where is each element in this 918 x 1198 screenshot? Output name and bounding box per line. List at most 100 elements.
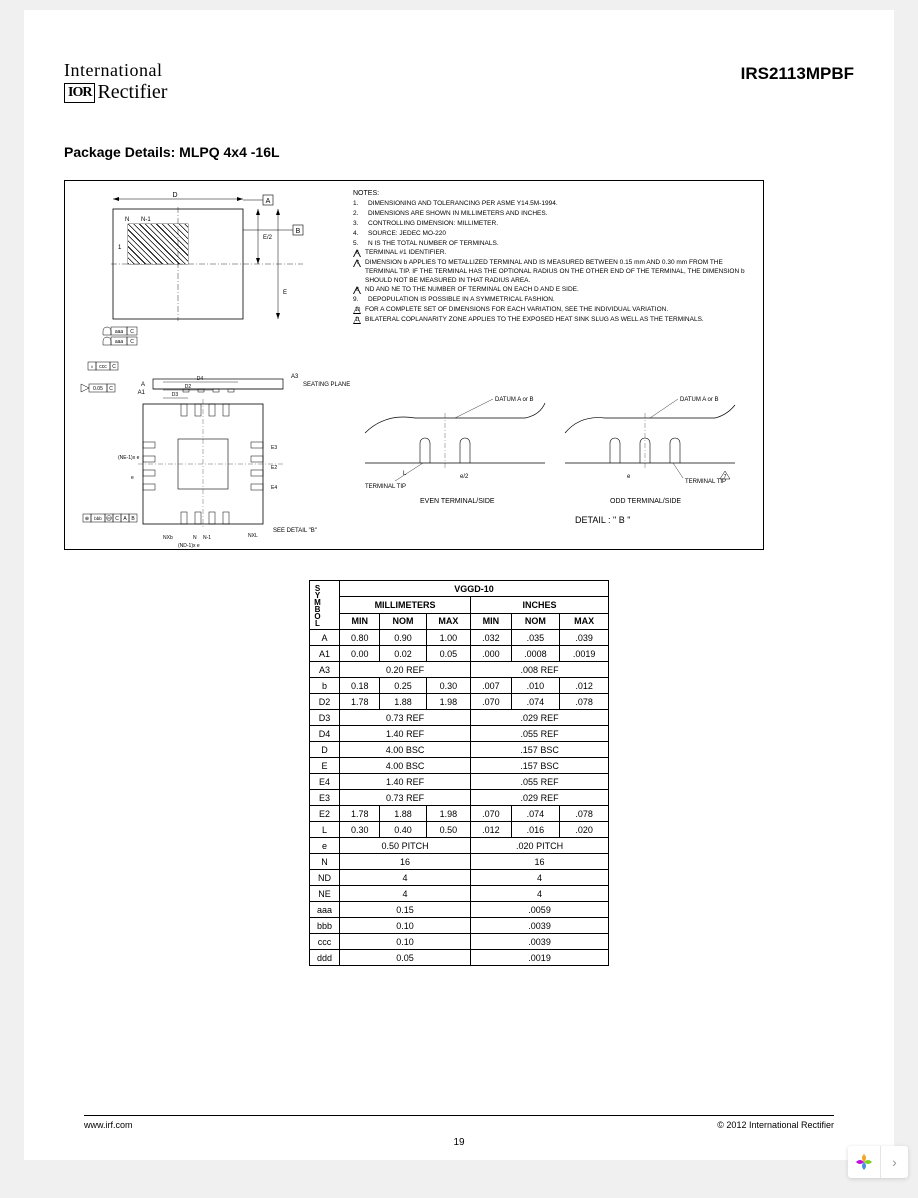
note-item: 8ND AND NE TO THE NUMBER OF TERMINAL ON … (353, 286, 755, 295)
cell-in-span: 4 (471, 886, 609, 902)
cell-mm-span: 4 (340, 886, 471, 902)
cell-symbol: E (310, 758, 340, 774)
cell-symbol: E4 (310, 774, 340, 790)
note-item: 1.DIMENSIONING AND TOLERANCING PER ASME … (353, 200, 755, 209)
cell-symbol: A3 (310, 662, 340, 678)
cell-symbol: ccc (310, 934, 340, 950)
note-item: 6TERMINAL #1 IDENTIFIER. (353, 249, 755, 258)
svg-text:aaa: aaa (115, 329, 124, 335)
note-number: 2. (353, 210, 365, 219)
viewer-logo-icon[interactable] (848, 1146, 880, 1178)
detail-b-svg: DATUM A or B TERMINAL TIP L e/2 EVEN TER… (345, 383, 745, 533)
svg-text:C: C (112, 364, 116, 370)
svg-text:0.05: 0.05 (93, 386, 103, 392)
note-number: 4. (353, 230, 365, 239)
cell-in-span: .029 REF (471, 790, 609, 806)
cell-in-span: .055 REF (471, 726, 609, 742)
cell-mm: 0.50 (426, 822, 471, 838)
cell-mm: 0.80 (340, 630, 380, 646)
col-max-mm: MAX (426, 613, 471, 629)
note-triangle-icon: 10 (353, 306, 362, 314)
svg-text:C: C (130, 339, 134, 345)
svg-text:SEATING PLANE: SEATING PLANE (303, 382, 350, 388)
col-nom-in: NOM (511, 613, 560, 629)
note-text: SOURCE: JEDEC MO-220 (368, 230, 446, 239)
cell-in: .0019 (560, 646, 609, 662)
table-row: E30.73 REF.029 REF (310, 790, 609, 806)
note-number: 5. (353, 240, 365, 249)
col-min-mm: MIN (340, 613, 380, 629)
table-row: E41.40 REF.055 REF (310, 774, 609, 790)
company-logo: International IOR Rectifier (64, 60, 167, 104)
cell-symbol: aaa (310, 902, 340, 918)
next-page-button[interactable]: › (880, 1146, 908, 1178)
cell-in: .012 (560, 678, 609, 694)
svg-text:E/2: E/2 (263, 235, 273, 241)
table-row: D30.73 REF.029 REF (310, 710, 609, 726)
logo-text-top: International (64, 60, 167, 81)
svg-text:7: 7 (724, 474, 727, 480)
cell-mm: 1.88 (380, 694, 426, 710)
table-row: bbb0.10.0039 (310, 918, 609, 934)
cell-in: .078 (560, 806, 609, 822)
symbol-header: SYMBOL (313, 582, 322, 628)
svg-text:TERMINAL TIP: TERMINAL TIP (685, 479, 726, 485)
note-number: 9. (353, 296, 365, 305)
note-text: ND AND NE TO THE NUMBER OF TERMINAL ON E… (365, 286, 579, 295)
note-text: DEPOPULATION IS POSSIBLE IN A SYMMETRICA… (368, 296, 555, 305)
svg-text:A3: A3 (291, 374, 299, 380)
note-text: BILATERAL COPLANARITY ZONE APPLIES TO TH… (365, 316, 704, 325)
cell-in-span: .0059 (471, 902, 609, 918)
ior-mark: IOR (64, 83, 95, 103)
table-row: L0.300.400.50.012.016.020 (310, 822, 609, 838)
table-row: aaa0.15.0059 (310, 902, 609, 918)
note-triangle-icon: 8 (353, 286, 362, 294)
svg-text:DATUM A or B: DATUM A or B (680, 397, 719, 403)
cell-in: .074 (511, 806, 560, 822)
svg-text:D2: D2 (185, 384, 192, 390)
notes-block: NOTES: 1.DIMENSIONING AND TOLERANCING PE… (353, 189, 755, 324)
section-title: Package Details: MLPQ 4x4 -16L (64, 144, 854, 160)
cell-symbol: NE (310, 886, 340, 902)
cell-mm-span: 1.40 REF (340, 726, 471, 742)
notes-title: NOTES: (353, 189, 755, 198)
col-min-in: MIN (471, 613, 511, 629)
cell-in-span: 16 (471, 854, 609, 870)
note-item: 4.SOURCE: JEDEC MO-220 (353, 230, 755, 239)
table-row: e0.50 PITCH.020 PITCH (310, 838, 609, 854)
cell-mm-span: 0.15 (340, 902, 471, 918)
cell-mm: 1.78 (340, 806, 380, 822)
svg-text:A: A (266, 198, 271, 205)
footer-copyright: © 2012 International Rectifier (717, 1120, 834, 1130)
table-row: N1616 (310, 854, 609, 870)
cell-symbol: ddd (310, 950, 340, 966)
svg-text:⊕: ⊕ (85, 516, 89, 522)
cell-mm-span: 0.10 (340, 934, 471, 950)
cell-in: .010 (511, 678, 560, 694)
cell-in: .012 (471, 822, 511, 838)
drawing-notes-detail: NOTES: 1.DIMENSIONING AND TOLERANCING PE… (353, 189, 755, 541)
cell-symbol: D4 (310, 726, 340, 742)
cell-mm-span: 0.05 (340, 950, 471, 966)
svg-text:C: C (109, 386, 113, 392)
svg-text:L: L (403, 471, 407, 477)
cell-mm-span: 16 (340, 854, 471, 870)
svg-text:e/2: e/2 (460, 474, 469, 480)
detail-b-section: DATUM A or B TERMINAL TIP L e/2 EVEN TER… (345, 383, 745, 533)
cell-in: .032 (471, 630, 511, 646)
cell-mm-span: 1.40 REF (340, 774, 471, 790)
cell-mm: 0.30 (340, 822, 380, 838)
cell-symbol: E3 (310, 790, 340, 806)
svg-text:D3: D3 (172, 392, 179, 398)
cell-mm-span: 4.00 BSC (340, 758, 471, 774)
svg-text:(ND-1)x e: (ND-1)x e (178, 543, 200, 549)
svg-text:E4: E4 (271, 485, 277, 491)
note-triangle-icon: 6 (353, 249, 362, 257)
svg-text:E2: E2 (271, 465, 277, 471)
cell-mm: 1.98 (426, 694, 471, 710)
svg-text:E3: E3 (271, 445, 277, 451)
svg-text:B: B (131, 516, 135, 522)
cell-in-span: .008 REF (471, 662, 609, 678)
note-number: 1. (353, 200, 365, 209)
cell-in-span: .0019 (471, 950, 609, 966)
